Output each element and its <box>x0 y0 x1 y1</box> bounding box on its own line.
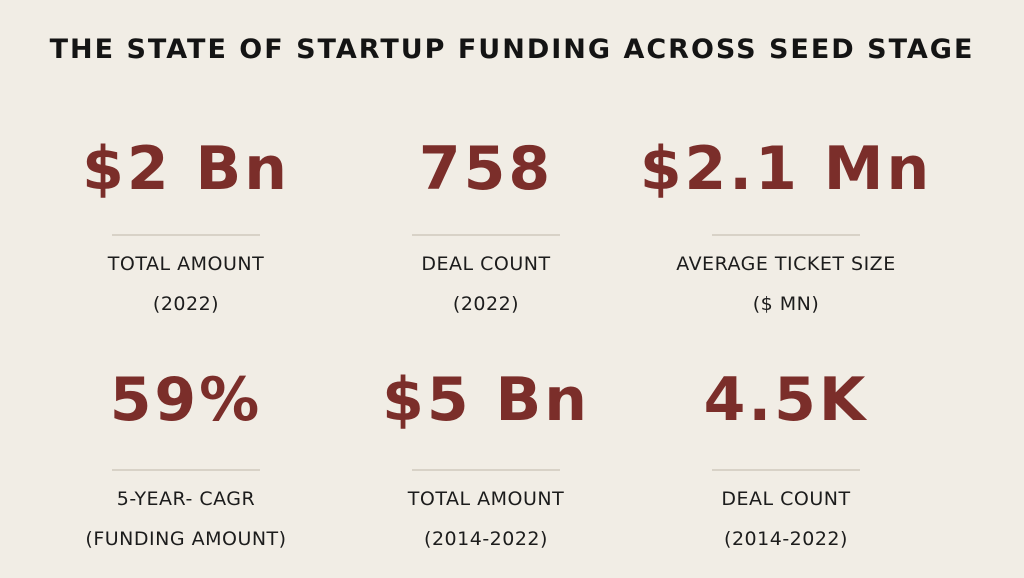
stat-label-line1: TOTAL AMOUNT <box>107 253 265 275</box>
stat-total-amount-2014-2022: $5 Bn TOTAL AMOUNT (2014-2022) <box>336 365 636 551</box>
stat-label-line2: (2022) <box>452 293 520 315</box>
stat-average-ticket-size: $2.1 Mn AVERAGE TICKET SIZE ($ MN) <box>636 134 936 316</box>
stat-label-line2: (2014-2022) <box>424 528 548 550</box>
divider <box>112 469 260 471</box>
stat-label-line1: AVERAGE TICKET SIZE <box>676 253 896 275</box>
stat-value: $2 Bn <box>82 134 290 204</box>
stat-label-line2: (2014-2022) <box>724 528 848 550</box>
divider <box>112 234 260 236</box>
divider <box>712 234 860 236</box>
stat-value: 59% <box>109 365 263 435</box>
stat-value: 758 <box>418 134 554 204</box>
stat-five-year-cagr: 59% 5-YEAR- CAGR (FUNDING AMOUNT) <box>36 365 336 551</box>
stat-label-line1: DEAL COUNT <box>721 488 851 510</box>
stat-label-line2: (FUNDING AMOUNT) <box>85 528 287 550</box>
stat-deal-count-2022: 758 DEAL COUNT (2022) <box>336 134 636 316</box>
divider <box>712 469 860 471</box>
stat-total-amount-2022: $2 Bn TOTAL AMOUNT (2022) <box>36 134 336 316</box>
stat-label-line2: (2022) <box>152 293 220 315</box>
divider <box>412 234 560 236</box>
stat-label-line1: DEAL COUNT <box>421 253 551 275</box>
stat-value: 4.5K <box>703 365 869 435</box>
divider <box>412 469 560 471</box>
stat-label-line2: ($ MN) <box>752 293 820 315</box>
stat-label-line1: TOTAL AMOUNT <box>407 488 565 510</box>
stat-value: $5 Bn <box>382 365 590 435</box>
stat-label-line1: 5-YEAR- CAGR <box>116 488 256 510</box>
stat-value: $2.1 Mn <box>639 134 933 204</box>
stat-deal-count-2014-2022: 4.5K DEAL COUNT (2014-2022) <box>636 365 936 551</box>
infographic-title: THE STATE OF STARTUP FUNDING ACROSS SEED… <box>49 34 975 65</box>
